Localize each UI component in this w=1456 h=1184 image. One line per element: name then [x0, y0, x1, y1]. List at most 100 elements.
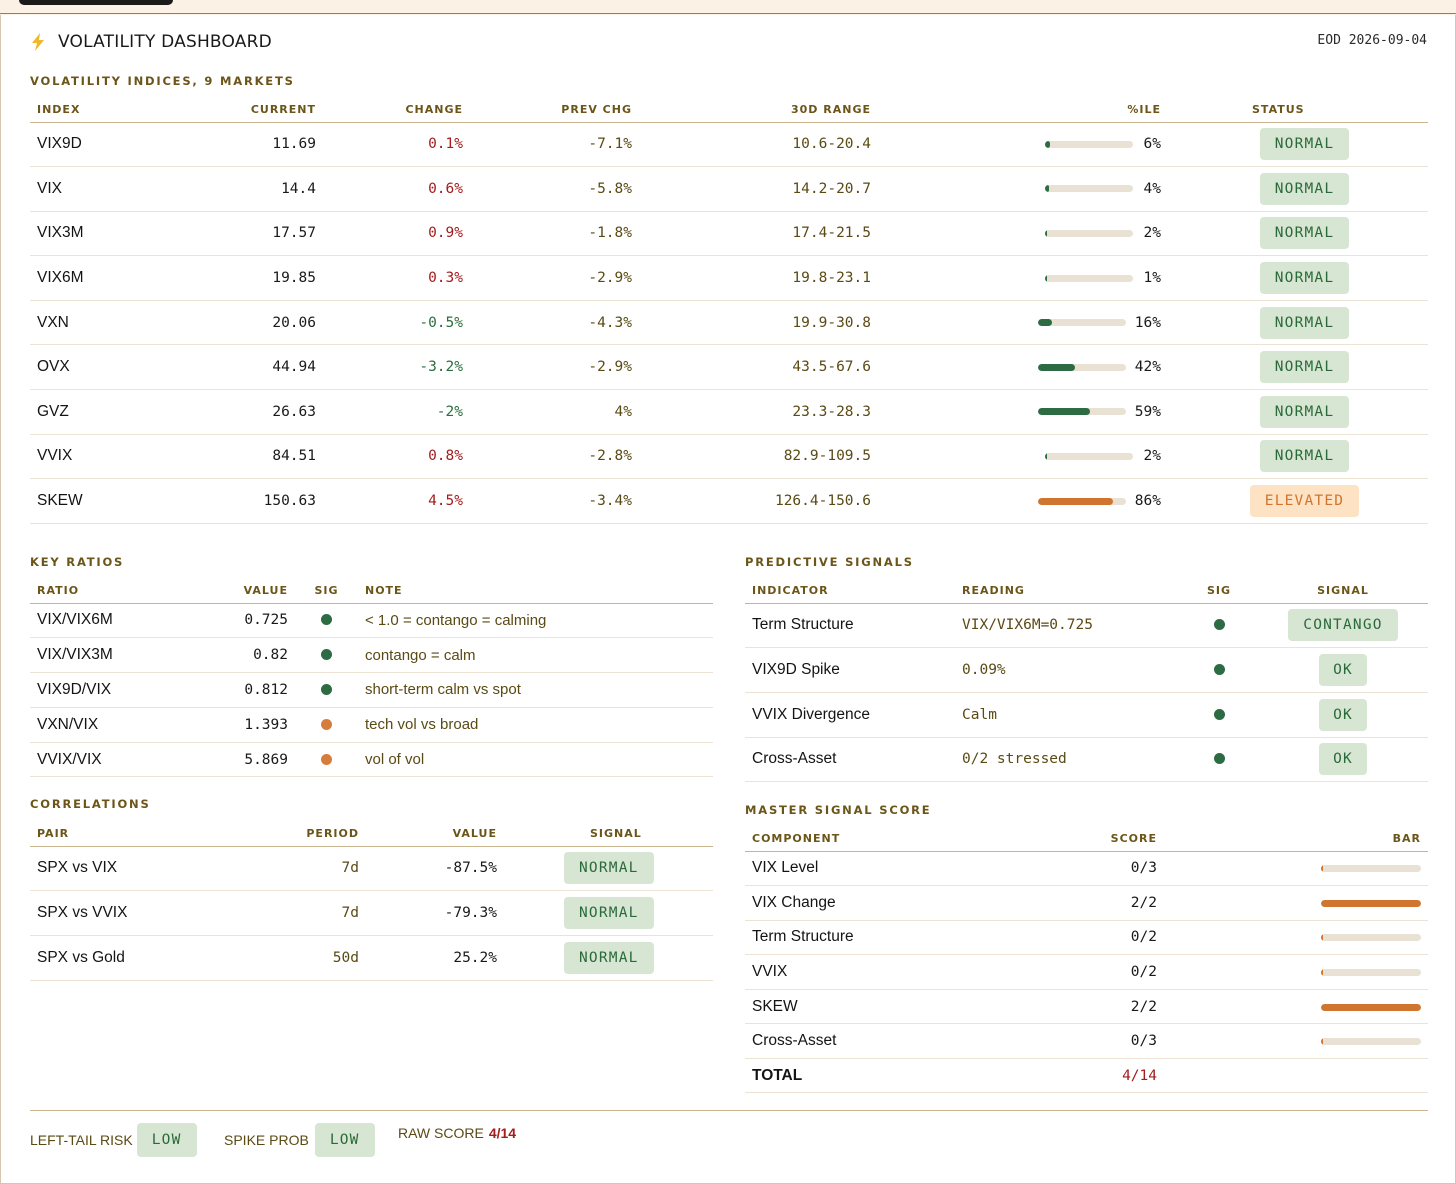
- index-row[interactable]: GVZ 26.63 -2% 4% 23.3-28.3 59% NORMAL: [30, 389, 1428, 435]
- score-row[interactable]: VIX Level 0/3: [745, 851, 1428, 887]
- score-bar-track: [1321, 865, 1421, 873]
- eod-date: EOD 2026-09-04: [1317, 33, 1427, 48]
- correlation-row[interactable]: SPX vs VIX 7d -87.5% NORMAL: [30, 846, 713, 892]
- col-period[interactable]: PERIOD: [236, 822, 366, 847]
- signal-row[interactable]: VVIX Divergence Calm OK: [745, 692, 1428, 738]
- score-component: SKEW: [745, 989, 1025, 1025]
- percentile-bar-fill: [1045, 185, 1049, 193]
- signal-badge: OK: [1319, 654, 1367, 687]
- percentile-bar-fill: [1037, 363, 1075, 371]
- col-indicator[interactable]: INDICATOR: [745, 579, 955, 604]
- col-bar[interactable]: BAR: [1164, 827, 1428, 852]
- percentile-bar-group: 6%: [885, 136, 1161, 152]
- col-reading[interactable]: READING: [955, 579, 1180, 604]
- signal-row[interactable]: Cross-Asset 0/2 stressed OK: [745, 737, 1428, 783]
- index-percentile-cell: 42%: [878, 344, 1168, 391]
- percentile-label: 16%: [1134, 314, 1161, 331]
- ratio-note: short-term calm vs spot: [358, 672, 713, 708]
- ratio-row[interactable]: VIX9D/VIX 0.812 short-term calm vs spot: [30, 672, 713, 708]
- signal-reading: Calm: [955, 692, 1180, 738]
- col-signal[interactable]: SIGNAL: [1258, 579, 1428, 604]
- spike-prob-badge: LOW: [314, 1123, 375, 1157]
- col-signal-sig[interactable]: SIG: [1180, 579, 1258, 604]
- index-row[interactable]: VIX6M 19.85 0.3% -2.9% 19.8-23.1 1% NORMAL: [30, 255, 1428, 301]
- percentile-label: 4%: [1143, 180, 1161, 197]
- status-badge: NORMAL: [1259, 217, 1350, 250]
- score-bar-track: [1321, 899, 1421, 907]
- col-corr-signal[interactable]: SIGNAL: [504, 822, 713, 847]
- index-30d-range: 17.4-21.5: [639, 211, 878, 257]
- ratio-value: 0.725: [220, 603, 295, 639]
- index-current: 44.94: [200, 344, 323, 391]
- master-total-row: TOTAL 4/14: [745, 1058, 1428, 1094]
- score-row[interactable]: Term Structure 0/2: [745, 920, 1428, 956]
- total-score: 4/14: [1025, 1058, 1164, 1094]
- col-prev-chg[interactable]: PREV CHG: [470, 98, 639, 123]
- footer-divider: [30, 1110, 1428, 1111]
- signal-row[interactable]: VIX9D Spike 0.09% OK: [745, 647, 1428, 693]
- signal-row[interactable]: Term Structure VIX/VIX6M=0.725 CONTANGO: [745, 603, 1428, 649]
- index-change: 0.3%: [323, 255, 470, 301]
- index-row[interactable]: VIX9D 11.69 0.1% -7.1% 10.6-20.4 6% NORMAL: [30, 122, 1428, 168]
- index-row[interactable]: OVX 44.94 -3.2% -2.9% 43.5-67.6 42% NORMAL: [30, 344, 1428, 391]
- col-score[interactable]: SCORE: [1025, 827, 1164, 852]
- col-ratio[interactable]: RATIO: [30, 579, 220, 604]
- correlation-pair: SPX vs Gold: [30, 935, 236, 981]
- index-row[interactable]: VIX 14.4 0.6% -5.8% 14.2-20.7 4% NORMAL: [30, 166, 1428, 212]
- col-current[interactable]: CURRENT: [200, 98, 323, 123]
- signal-reading: VIX/VIX6M=0.725: [955, 603, 1180, 649]
- col-change[interactable]: CHANGE: [323, 98, 470, 123]
- correlation-signal-cell: NORMAL: [504, 890, 713, 936]
- index-current: 19.85: [200, 255, 323, 301]
- index-row[interactable]: VXN 20.06 -0.5% -4.3% 19.9-30.8 16% NORMAL: [30, 300, 1428, 346]
- index-percentile-cell: 59%: [878, 389, 1168, 435]
- percentile-bar-track: [1045, 185, 1133, 193]
- ratio-note: tech vol vs broad: [358, 707, 713, 743]
- score-row[interactable]: Cross-Asset 0/3: [745, 1023, 1428, 1060]
- correlation-row[interactable]: SPX vs VVIX 7d -79.3% NORMAL: [30, 890, 713, 936]
- col-status[interactable]: STATUS: [1168, 98, 1428, 123]
- percentile-bar-track: [1037, 319, 1126, 327]
- ratio-row[interactable]: VIX/VIX6M 0.725 < 1.0 = contango = calming: [30, 603, 713, 639]
- signal-indicator: VVIX Divergence: [745, 692, 955, 738]
- percentile-bar-fill: [1037, 497, 1114, 505]
- index-row[interactable]: VVIX 84.51 0.8% -2.8% 82.9-109.5 2% NORMAL: [30, 434, 1428, 480]
- col-value[interactable]: VALUE: [220, 579, 295, 604]
- index-prev-change: -2.9%: [470, 344, 639, 391]
- percentile-bar-group: 2%: [885, 448, 1161, 464]
- index-name: VIX: [30, 166, 200, 212]
- percentile-label: 1%: [1143, 270, 1161, 287]
- col-note[interactable]: NOTE: [358, 579, 713, 604]
- index-percentile-cell: 86%: [878, 478, 1168, 524]
- col-corr-value[interactable]: VALUE: [366, 822, 504, 847]
- index-status-cell: NORMAL: [1168, 211, 1428, 257]
- index-change: 0.1%: [323, 122, 470, 168]
- percentile-bar-track: [1045, 229, 1133, 237]
- signal-dot-icon: [321, 683, 332, 695]
- score-row[interactable]: VIX Change 2/2: [745, 885, 1428, 921]
- browser-tab-indicator[interactable]: [19, 0, 173, 5]
- ratio-value: 5.869: [220, 742, 295, 778]
- master-table: COMPONENT SCORE BAR VIX Level 0/3 VIX Chan…: [745, 827, 1428, 1094]
- ratio-row[interactable]: VVIX/VIX 5.869 vol of vol: [30, 742, 713, 778]
- ratio-row[interactable]: VXN/VIX 1.393 tech vol vs broad: [30, 707, 713, 743]
- correlation-signal-badge: NORMAL: [564, 941, 654, 974]
- col-index[interactable]: INDEX: [30, 98, 200, 123]
- score-row[interactable]: VVIX 0/2: [745, 954, 1428, 990]
- col-percentile[interactable]: %ILE: [878, 98, 1168, 123]
- col-sig[interactable]: SIG: [295, 579, 358, 604]
- ratio-row[interactable]: VIX/VIX3M 0.82 contango = calm: [30, 637, 713, 674]
- index-row[interactable]: VIX3M 17.57 0.9% -1.8% 17.4-21.5 2% NORMAL: [30, 211, 1428, 257]
- index-30d-range: 19.9-30.8: [639, 300, 878, 346]
- score-bar-cell: [1164, 954, 1428, 990]
- col-30d-range[interactable]: 30D RANGE: [639, 98, 878, 123]
- col-pair[interactable]: PAIR: [30, 822, 236, 847]
- signal-indicator: Cross-Asset: [745, 737, 955, 783]
- score-row[interactable]: SKEW 2/2: [745, 989, 1428, 1025]
- score-bar-cell: [1164, 989, 1428, 1025]
- correlation-row[interactable]: SPX vs Gold 50d 25.2% NORMAL: [30, 935, 713, 981]
- ratio-note: vol of vol: [358, 742, 713, 778]
- index-row[interactable]: SKEW 150.63 4.5% -3.4% 126.4-150.6 86% ELEVATE…: [30, 478, 1428, 524]
- col-component[interactable]: COMPONENT: [745, 827, 1025, 852]
- raw-score: RAW SCORE 4/14: [398, 1125, 516, 1141]
